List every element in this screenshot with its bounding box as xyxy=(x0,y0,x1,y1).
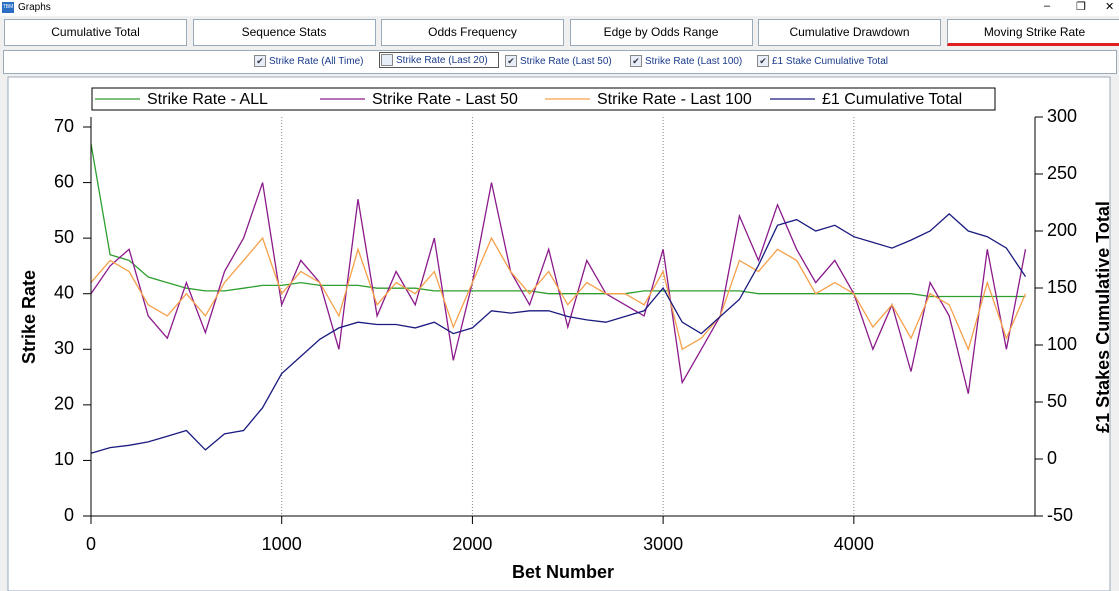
close-button[interactable]: ✕ xyxy=(1105,1,1115,13)
title-bar: TBM Graphs – ❐ ✕ xyxy=(0,0,1119,16)
legend-label: Strike Rate - Last 100 xyxy=(597,91,752,108)
y-tick-label: 40 xyxy=(54,282,74,302)
y-axis-title: Strike Rate xyxy=(19,270,39,364)
legend-box xyxy=(91,87,996,111)
checkbox: ✔ xyxy=(254,55,266,67)
y2-tick-label: 0 xyxy=(1047,448,1057,468)
minimize-button[interactable]: – xyxy=(1044,0,1051,12)
checkbox xyxy=(381,54,393,66)
option-bar: ✔ Strike Rate (All Time) Strike Rate (Last… xyxy=(3,50,1117,74)
tab[interactable]: Cumulative Drawdown xyxy=(758,19,941,46)
y-tick-label: 30 xyxy=(54,338,74,358)
legend-label: £1 Cumulative Total xyxy=(822,91,962,108)
checkbox: ✔ xyxy=(757,55,769,67)
option-checkbox[interactable]: ✔ Strike Rate (All Time) xyxy=(254,55,363,67)
x-tick-label: 0 xyxy=(86,534,96,554)
y2-tick-label: 250 xyxy=(1047,163,1077,183)
legend-label: Strike Rate - ALL xyxy=(147,91,268,108)
y-tick-label: 10 xyxy=(54,449,74,469)
option-label: Strike Rate (Last 100) xyxy=(645,55,743,67)
series-line xyxy=(90,143,1026,298)
y2-tick-label: 100 xyxy=(1047,334,1077,354)
tab[interactable]: Edge by Odds Range xyxy=(569,19,753,46)
legend-label: Strike Rate - Last 50 xyxy=(372,91,518,108)
y2-tick-label: 300 xyxy=(1047,106,1077,126)
y2-tick-label: -50 xyxy=(1047,505,1073,525)
chart-panel xyxy=(7,76,1111,591)
x-axis-title: Bet Number xyxy=(512,562,614,582)
option-label: Strike Rate (All Time) xyxy=(269,55,364,67)
maximize-button[interactable]: ❐ xyxy=(1076,1,1086,13)
series-line xyxy=(90,213,1027,454)
tab[interactable]: Moving Strike Rate xyxy=(946,19,1119,46)
y-tick-label: 60 xyxy=(54,171,74,191)
option-checkbox[interactable]: ✔ £1 Stake Cumulative Total xyxy=(757,55,888,67)
option-label: Strike Rate (Last 50) xyxy=(520,55,612,67)
option-checkbox[interactable]: ✔ Strike Rate (Last 100) xyxy=(630,55,742,67)
y2-tick-label: 200 xyxy=(1047,220,1077,240)
checkbox: ✔ xyxy=(505,55,517,67)
app-icon: TBM xyxy=(2,2,14,13)
option-checkbox[interactable]: Strike Rate (Last 20) xyxy=(379,52,499,68)
x-tick-label: 2000 xyxy=(452,534,492,554)
option-label: Strike Rate (Last 20) xyxy=(396,54,488,66)
series-line xyxy=(90,236,1027,352)
tab[interactable]: Sequence Stats xyxy=(192,19,376,46)
option-checkbox[interactable]: ✔ Strike Rate (Last 50) xyxy=(505,55,612,67)
window-title: Graphs xyxy=(18,2,51,13)
x-tick-label: 3000 xyxy=(643,534,683,554)
y-tick-label: 0 xyxy=(64,505,74,525)
y2-tick-label: 50 xyxy=(1047,391,1067,411)
tab[interactable]: Cumulative Total xyxy=(4,19,187,46)
y2-axis-title: £1 Stakes Cumulative Total xyxy=(1093,201,1113,433)
tab[interactable]: Odds Frequency xyxy=(381,19,564,46)
y2-tick-label: 150 xyxy=(1047,277,1077,297)
option-label: £1 Stake Cumulative Total xyxy=(772,55,888,67)
checkbox: ✔ xyxy=(630,55,642,67)
x-tick-label: 4000 xyxy=(834,534,874,554)
y-tick-label: 70 xyxy=(54,116,74,136)
x-tick-label: 1000 xyxy=(262,534,302,554)
y-tick-label: 20 xyxy=(54,394,74,414)
y-tick-label: 50 xyxy=(54,227,74,247)
